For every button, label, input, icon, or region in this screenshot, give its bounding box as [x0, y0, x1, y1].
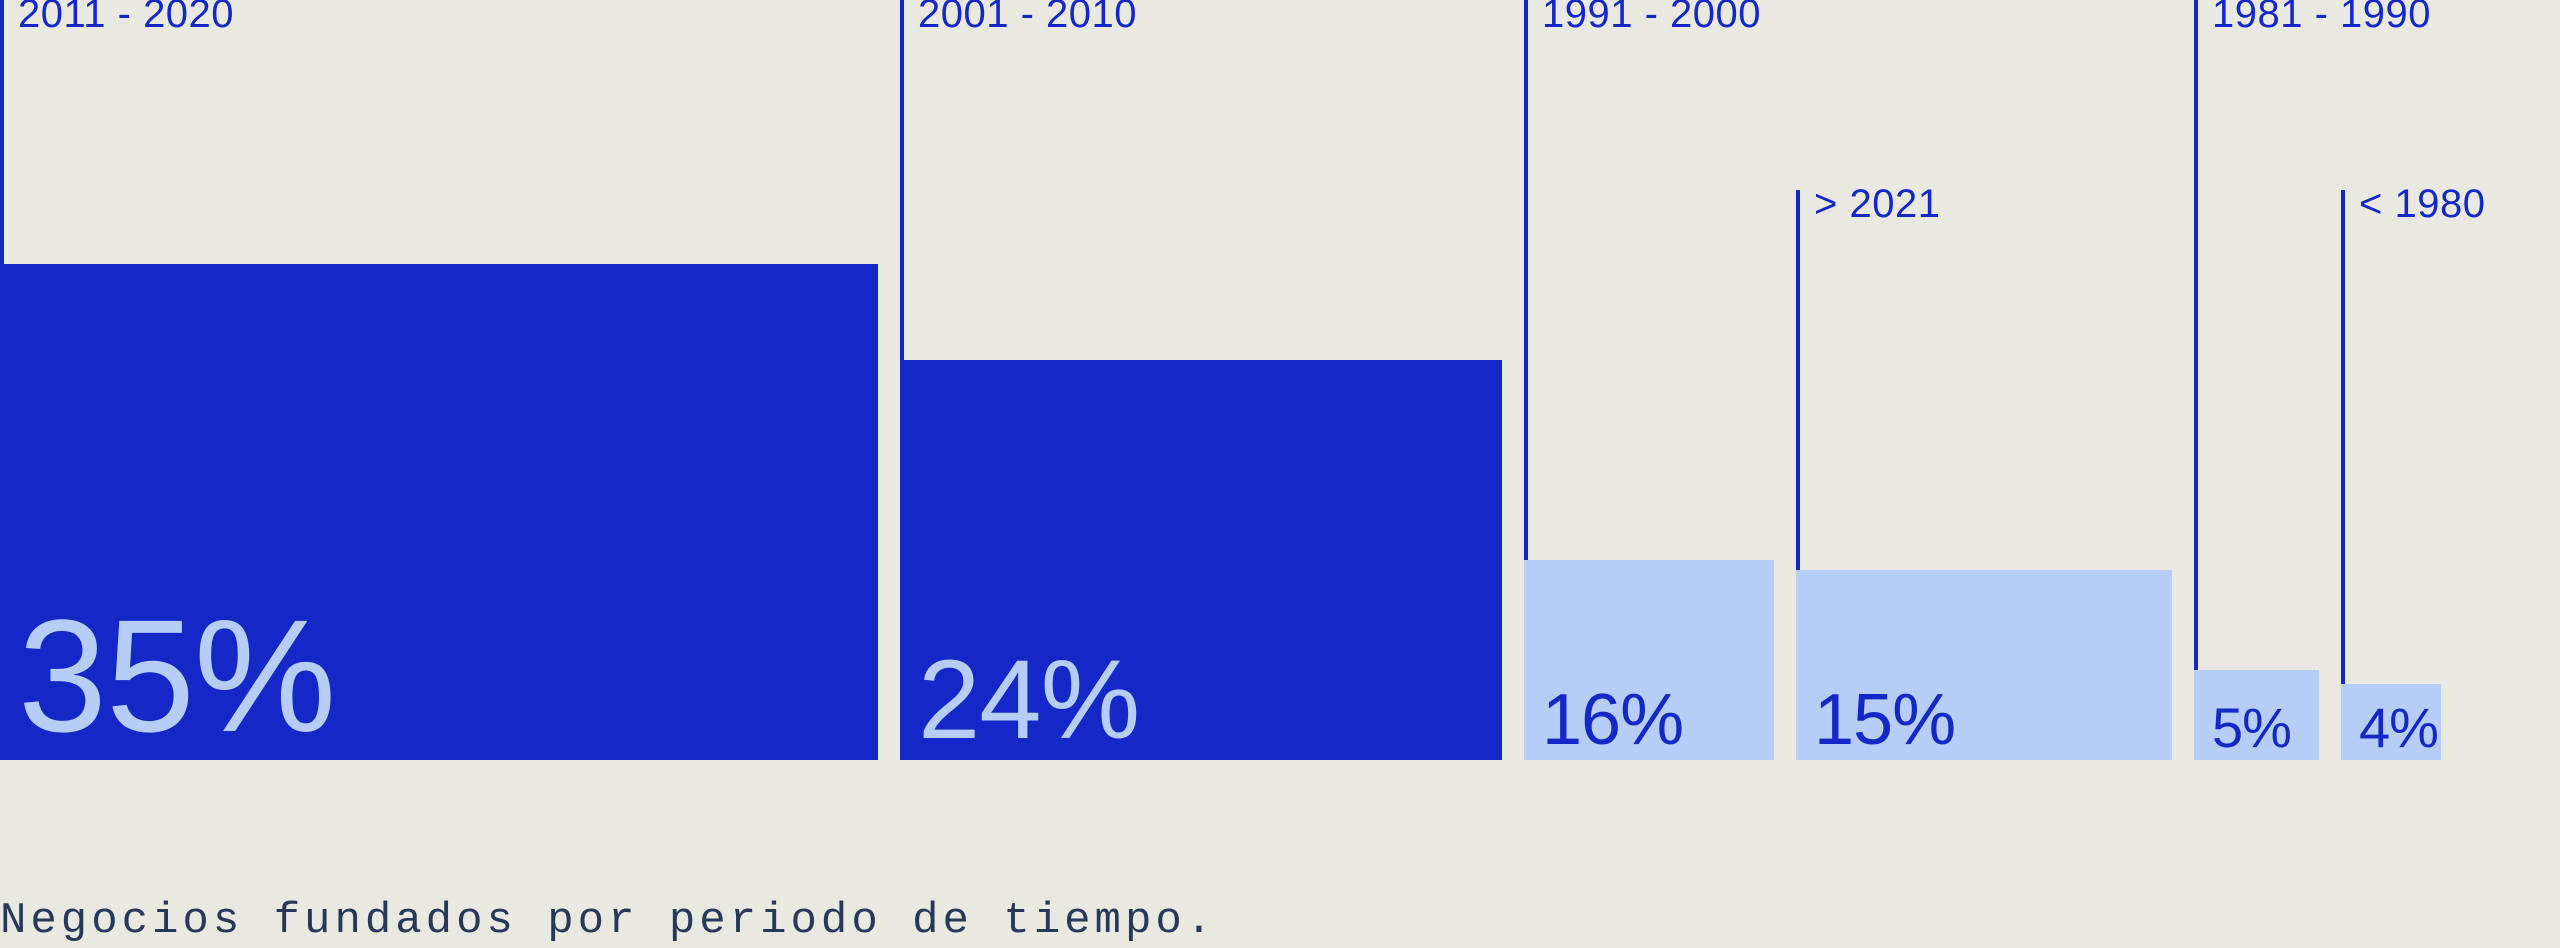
bar-rect: 4%: [2341, 684, 2441, 760]
bar-value-label: 5%: [2212, 700, 2291, 756]
bar-value-label: 4%: [2359, 700, 2438, 756]
bar-category-label: 2001 - 2010: [918, 0, 1137, 34]
bar-category-label: 2011 - 2020: [18, 0, 234, 34]
caption-text: Negocios fundados por periodo de tiempo.: [0, 896, 1216, 946]
bar-value-label: 35%: [18, 596, 335, 756]
bar-value-label: 15%: [1814, 684, 1955, 756]
page-root: 2011 - 202035%2001 - 201024%1991 - 20001…: [0, 0, 2560, 948]
bar-column: 2011 - 2020 35%: [0, 0, 878, 760]
founding-period-chart: 2011 - 202035%2001 - 201024%1991 - 20001…: [0, 0, 2560, 760]
bar-rect: 24%: [900, 360, 1502, 760]
bar-category-label: 1991 - 2000: [1542, 0, 1761, 34]
chart-caption: Negocios fundados por periodo de tiempo.: [0, 896, 1216, 946]
bar-column: 1981 - 19905%: [2194, 0, 2319, 760]
bar-rect: 16%: [1524, 560, 1774, 760]
bar-rule: [2341, 190, 2345, 760]
bar-column: < 19804%: [2341, 0, 2441, 760]
bar-column: 2001 - 2010 24%: [900, 0, 1502, 760]
bar-rect: 15%: [1796, 570, 2172, 760]
bar-value-label: 24%: [918, 644, 1139, 756]
bar-category-label: < 1980: [2359, 184, 2485, 224]
bar-category-label: > 2021: [1814, 184, 1940, 224]
bar-rect: 5%: [2194, 670, 2319, 760]
bar-value-label: 16%: [1542, 684, 1683, 756]
bar-rect: 35%: [0, 264, 878, 760]
bar-column: > 2021 15%: [1796, 0, 2172, 760]
bar-column: 1991 - 2000 16%: [1524, 0, 1774, 760]
bar-rule: [2194, 0, 2198, 760]
